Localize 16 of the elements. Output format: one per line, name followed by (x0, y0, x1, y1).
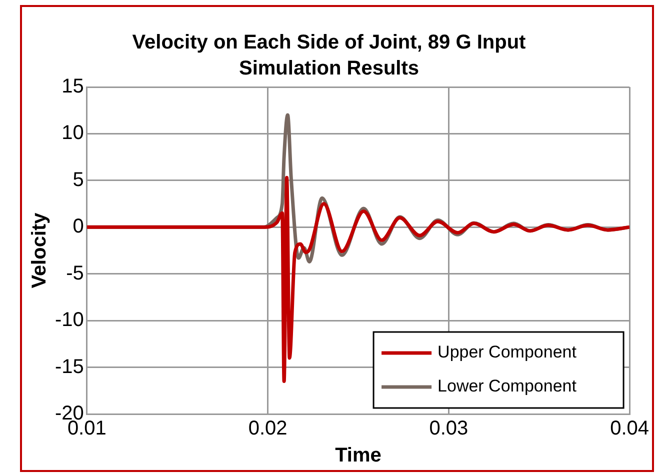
y-tick-label: -15 (55, 356, 84, 378)
x-tick-label: 0.03 (429, 418, 468, 440)
y-tick-label: 10 (62, 122, 84, 144)
x-axis-title: Time (335, 444, 382, 467)
y-tick-label: -5 (66, 262, 84, 284)
y-tick-label: 15 (62, 76, 84, 98)
x-tick-label: 0.04 (610, 418, 650, 440)
chart-title: Velocity on Each Side of Joint, 89 G Input (132, 32, 526, 54)
legend-label: Lower Component (438, 376, 577, 396)
legend-label: Upper Component (438, 342, 577, 362)
y-axis-title: Velocity (28, 212, 51, 288)
x-tick-label: 0.02 (248, 418, 288, 440)
y-tick-label: 5 (72, 168, 84, 191)
y-tick-label: 0 (72, 216, 84, 238)
chart-subtitle: Simulation Results (238, 58, 420, 80)
y-tick-label: -10 (55, 309, 84, 332)
